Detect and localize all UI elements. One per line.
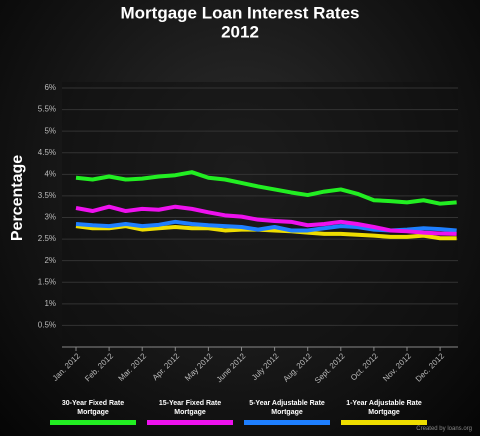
series-line (75, 170, 457, 206)
legend-swatch (50, 420, 136, 425)
chart-title: Mortgage Loan Interest Rates (121, 3, 360, 22)
legend-item: 30-Year Fixed Rate Mortgage (48, 399, 138, 425)
y-tick-label: 3% (44, 213, 56, 222)
y-tick-label: 5.5% (38, 105, 56, 114)
x-tick-label: July 2012 (250, 351, 281, 382)
x-tick-label: Sept. 2012 (313, 351, 347, 385)
x-tick-label: Mar. 2012 (117, 351, 149, 383)
x-tick-label: May 2012 (183, 351, 215, 383)
x-tick-label: Apr. 2012 (151, 351, 182, 382)
legend-label: 1-Year Adjustable Rate Mortgage (346, 400, 422, 416)
y-tick-label: 0.5% (38, 321, 56, 330)
y-tick-label: 4.5% (38, 148, 56, 157)
legend-swatch (244, 420, 330, 425)
legend-swatch (341, 420, 427, 425)
x-tick-label: Aug. 2012 (281, 351, 314, 384)
x-tick-label: Nov. 2012 (381, 351, 413, 383)
legend-item: 5-Year Adjustable Rate Mortgage (242, 399, 332, 425)
series-line (75, 204, 457, 236)
legend-item: 15-Year Fixed Rate Mortgage (145, 399, 235, 425)
x-tick-label: Feb. 2012 (83, 351, 115, 383)
y-tick-label: 3.5% (38, 191, 56, 200)
x-tick-label: Oct. 2012 (349, 351, 380, 382)
x-tick-label: Dec. 2012 (414, 351, 447, 384)
y-tick-label: 5% (44, 126, 56, 135)
source: Created by loans.org (416, 426, 472, 432)
plot-area (62, 82, 458, 347)
y-tick-label: 2% (44, 256, 56, 265)
chart-subtitle: 2012 (221, 22, 259, 41)
x-tick-label: Jan. 2012 (51, 351, 83, 383)
y-axis-label: Percentage (9, 155, 26, 241)
y-tick-label: 6% (44, 83, 56, 92)
legend-swatch (147, 420, 233, 425)
y-tick-label: 1% (44, 299, 56, 308)
y-tick-label: 4% (44, 169, 56, 178)
legend-item: 1-Year Adjustable Rate Mortgage (339, 399, 429, 425)
y-tick-label: 1.5% (38, 277, 56, 286)
legend-label: 30-Year Fixed Rate Mortgage (61, 400, 125, 416)
x-tick-label: June 2012 (215, 351, 248, 384)
y-tick-label: 2.5% (38, 234, 56, 243)
legend-label: 5-Year Adjustable Rate Mortgage (249, 400, 325, 416)
legend-label: 15-Year Fixed Rate Mortgage (158, 400, 222, 416)
